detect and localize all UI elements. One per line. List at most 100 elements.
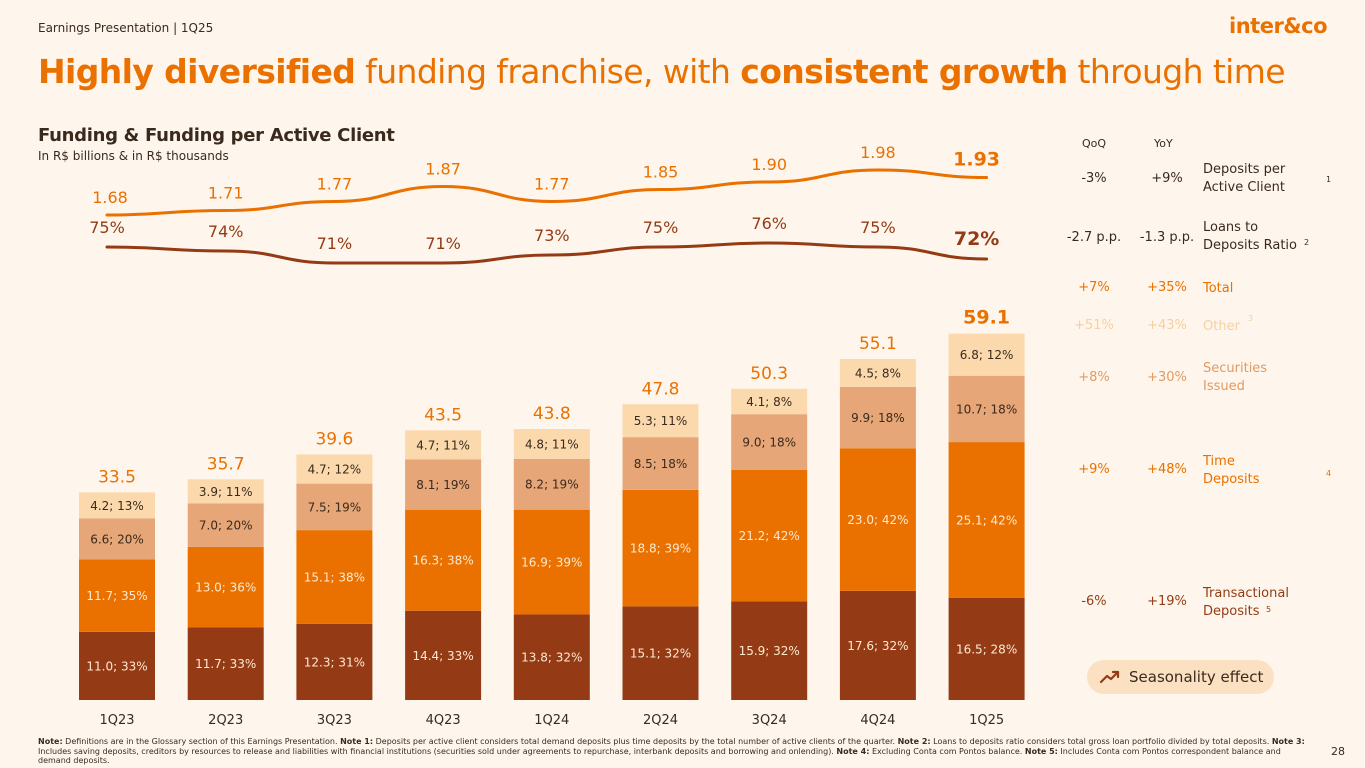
bar-securities (296, 483, 373, 531)
bar-total-label: 50.3 (750, 364, 788, 384)
bar-value-label: 8.5; 18% (634, 457, 688, 471)
bar-value-label: 14.4; 33% (412, 649, 473, 663)
line-value-label: 73% (534, 226, 570, 245)
bar-other (513, 429, 590, 459)
bar-value-label: 8.1; 19% (416, 478, 470, 492)
row-footnote: 4 (1326, 469, 1332, 478)
bar-value-label: 16.9; 39% (521, 556, 582, 570)
title-bold-1: Highly diversified (38, 52, 356, 91)
bar-securities (948, 375, 1025, 443)
bar-time (622, 489, 699, 607)
note-text: Definitions are in the Glossary section … (62, 737, 341, 746)
bar-value-label: 4.2; 13% (90, 499, 144, 513)
bar-value-label: 18.8; 39% (630, 542, 691, 556)
line-value-label: 1.90 (751, 155, 787, 174)
bar-transactional (948, 597, 1025, 700)
title-end: through time (1067, 52, 1285, 91)
bar-transactional (79, 631, 155, 700)
bar-value-label: 7.5; 19% (308, 500, 362, 514)
note-heading: Note 3: (1271, 737, 1305, 746)
line-value-label: 76% (751, 214, 787, 233)
bar-value-label: 11.7; 35% (86, 589, 147, 603)
line-value-label: 1.68 (92, 188, 128, 207)
bar-time (731, 469, 808, 602)
seasonality-label: Seasonality effect (1129, 668, 1264, 686)
row-qoq: -3% (1081, 171, 1107, 186)
bar-time (187, 546, 264, 628)
row-yoy: +35% (1147, 280, 1187, 295)
row-label: Securities Issued (1203, 361, 1268, 394)
bar-time (948, 442, 1025, 598)
bar-value-label: 15.1; 38% (304, 570, 365, 584)
bar-total-label: 43.5 (424, 405, 462, 425)
bar-value-label: 4.8; 11% (525, 437, 579, 451)
bar-value-label: 16.5; 28% (956, 642, 1017, 656)
x-axis-tick-label: 1Q23 (99, 713, 134, 728)
bar-value-label: 13.8; 32% (521, 651, 582, 665)
bar-value-label: 15.9; 32% (739, 644, 800, 658)
bar-securities (405, 459, 482, 510)
note-heading: Note 5: (1024, 746, 1058, 756)
row-yoy: +19% (1147, 594, 1187, 609)
row-label: Transactional Deposits (1203, 586, 1289, 619)
bar-securities (187, 503, 264, 547)
line-value-label: 75% (643, 218, 679, 237)
x-axis-tick-label: 4Q23 (426, 713, 461, 728)
row-yoy: +48% (1147, 462, 1187, 477)
row-yoy: +30% (1147, 370, 1187, 385)
note-heading: Note 2: (897, 737, 931, 746)
bar-value-label: 4.1; 8% (746, 395, 792, 409)
bar-value-label: 9.0; 18% (742, 436, 796, 450)
row-qoq: -2.7 p.p. (1066, 230, 1122, 245)
x-axis-tick-label: 3Q23 (317, 713, 352, 728)
bar-value-label: 9.9; 18% (851, 411, 905, 425)
row-footnote: 3 (1248, 314, 1254, 323)
title-mid: funding franchise, with (355, 52, 741, 91)
bar-total-label: 39.6 (315, 429, 353, 449)
row-qoq: +8% (1078, 370, 1110, 385)
note-text: Includes saving deposits, creditors by r… (38, 746, 837, 756)
funding-chart: 11.0; 33% 11.7; 35% 6.6; 20% 4.2; 13% 33.5 1Q… (79, 143, 1025, 728)
x-axis-tick-label: 1Q24 (534, 713, 569, 728)
bar-value-label: 21.2; 42% (739, 529, 800, 543)
x-axis-tick-label: 2Q24 (643, 713, 678, 728)
footnote: Note: Definitions are in the Glossary se… (38, 737, 1313, 766)
bar-value-label: 13.0; 36% (195, 581, 256, 595)
bar-value-label: 8.2; 19% (525, 478, 579, 492)
bar-transactional (731, 601, 808, 700)
bar-value-label: 25.1; 42% (956, 513, 1017, 527)
line-value-label: 71% (425, 234, 461, 253)
bar-transactional (296, 623, 373, 700)
row-footnote: 5 (1266, 605, 1272, 614)
row-label: Time Deposits (1203, 454, 1260, 487)
bar-value-label: 11.0; 33% (86, 659, 147, 673)
line-value-label: 1.87 (425, 160, 461, 179)
row-footnote: 1 (1326, 175, 1332, 184)
row-label: Loans to Deposits Ratio (1203, 220, 1297, 253)
line-loans-to-deposits (105, 241, 989, 265)
bar-transactional (622, 606, 699, 700)
bar-value-label: 6.8; 12% (960, 348, 1014, 362)
bar-other (79, 492, 155, 519)
note-text: Excluding Conta com Pontos balance. (869, 746, 1025, 756)
line-value-label: 72% (954, 228, 999, 250)
bar-value-label: 5.3; 11% (634, 414, 688, 428)
bar-time (839, 448, 916, 591)
note-heading: Note 1: (340, 737, 374, 746)
bar-value-label: 7.0; 20% (199, 519, 253, 533)
bar-other (948, 333, 1025, 376)
bar-time (296, 530, 373, 624)
bar-total-label: 59.1 (963, 307, 1010, 329)
bar-securities (622, 437, 699, 490)
header-label: Earnings Presentation | 1Q25 (38, 21, 214, 35)
bar-transactional (187, 627, 264, 700)
note-heading: Note: (38, 737, 63, 746)
bar-securities (513, 458, 590, 510)
x-axis-tick-label: 1Q25 (969, 713, 1004, 728)
bar-value-label: 17.6; 32% (847, 639, 908, 653)
line-value-label: 1.98 (860, 143, 896, 162)
line-value-label: 75% (860, 218, 896, 237)
row-yoy: +9% (1151, 171, 1183, 186)
chart-title: Funding & Funding per Active Client (38, 125, 395, 146)
bar-transactional (405, 610, 482, 700)
